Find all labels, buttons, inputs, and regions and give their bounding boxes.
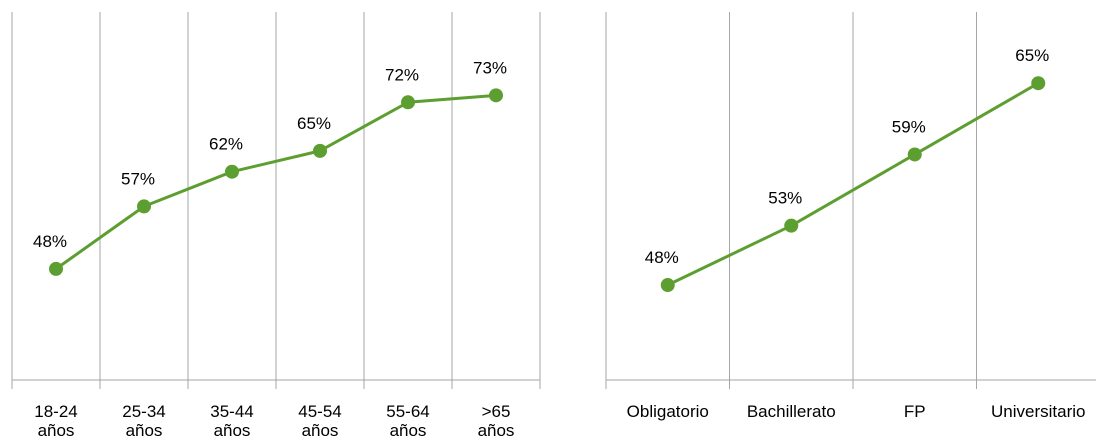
x-tick-label: >65 años — [478, 402, 515, 440]
series-line — [55, 93, 497, 271]
data-label: 62% — [209, 135, 243, 154]
x-tick-label-line: >65 — [482, 402, 511, 421]
data-point — [660, 278, 675, 293]
data-label: 65% — [297, 114, 331, 133]
x-tick-label: 35-44 años — [210, 402, 253, 440]
series-line — [667, 81, 1039, 287]
data-point — [313, 143, 327, 158]
x-tick-label: Universitario — [991, 402, 1085, 421]
chart-education-levels: Obligatorio Bachillerato FP Universitario 48… — [605, 12, 1096, 421]
x-tick-label-line: años — [214, 421, 251, 440]
x-tick-label-line: años — [478, 421, 515, 440]
data-label: 53% — [768, 189, 802, 208]
x-tick-label-line: 18-24 — [34, 402, 77, 421]
data-point — [907, 147, 922, 162]
data-point — [225, 164, 239, 179]
x-tick-label-line: 35-44 — [210, 402, 253, 421]
data-point — [49, 261, 63, 276]
data-label: 57% — [121, 169, 155, 188]
data-point — [401, 95, 415, 110]
x-tick-label: 25-34 años — [122, 402, 165, 440]
x-tick-label-line: 55-64 — [386, 402, 429, 421]
data-point — [489, 88, 503, 103]
x-tick-label: Obligatorio — [627, 402, 709, 421]
data-point — [1031, 76, 1046, 91]
x-tick-label-line: años — [126, 421, 163, 440]
data-label: 72% — [385, 65, 419, 84]
x-tick-label: Bachillerato — [747, 402, 836, 421]
data-label: 48% — [33, 232, 67, 251]
data-label: 65% — [1015, 46, 1049, 65]
data-label: 59% — [892, 117, 926, 136]
x-tick-label-line: años — [390, 421, 427, 440]
x-tick-label-line: Universitario — [991, 402, 1085, 421]
x-tick-label-line: Obligatorio — [627, 402, 709, 421]
x-tick-label-line: años — [38, 421, 75, 440]
x-tick-label-line: años — [302, 421, 339, 440]
data-point — [784, 218, 799, 233]
x-tick-label: 55-64 años — [386, 402, 429, 440]
x-tick-label: 45-54 años — [298, 402, 341, 440]
x-tick-label-line: FP — [904, 402, 926, 421]
data-label: 48% — [645, 248, 679, 267]
x-tick-label-line: 25-34 — [122, 402, 165, 421]
x-tick-label: 18-24 años — [34, 402, 77, 440]
x-tick-label-line: Bachillerato — [747, 402, 836, 421]
data-label: 73% — [473, 58, 507, 77]
data-point — [137, 199, 151, 214]
x-tick-label-line: 45-54 — [298, 402, 341, 421]
x-tick-label: FP — [904, 402, 926, 421]
